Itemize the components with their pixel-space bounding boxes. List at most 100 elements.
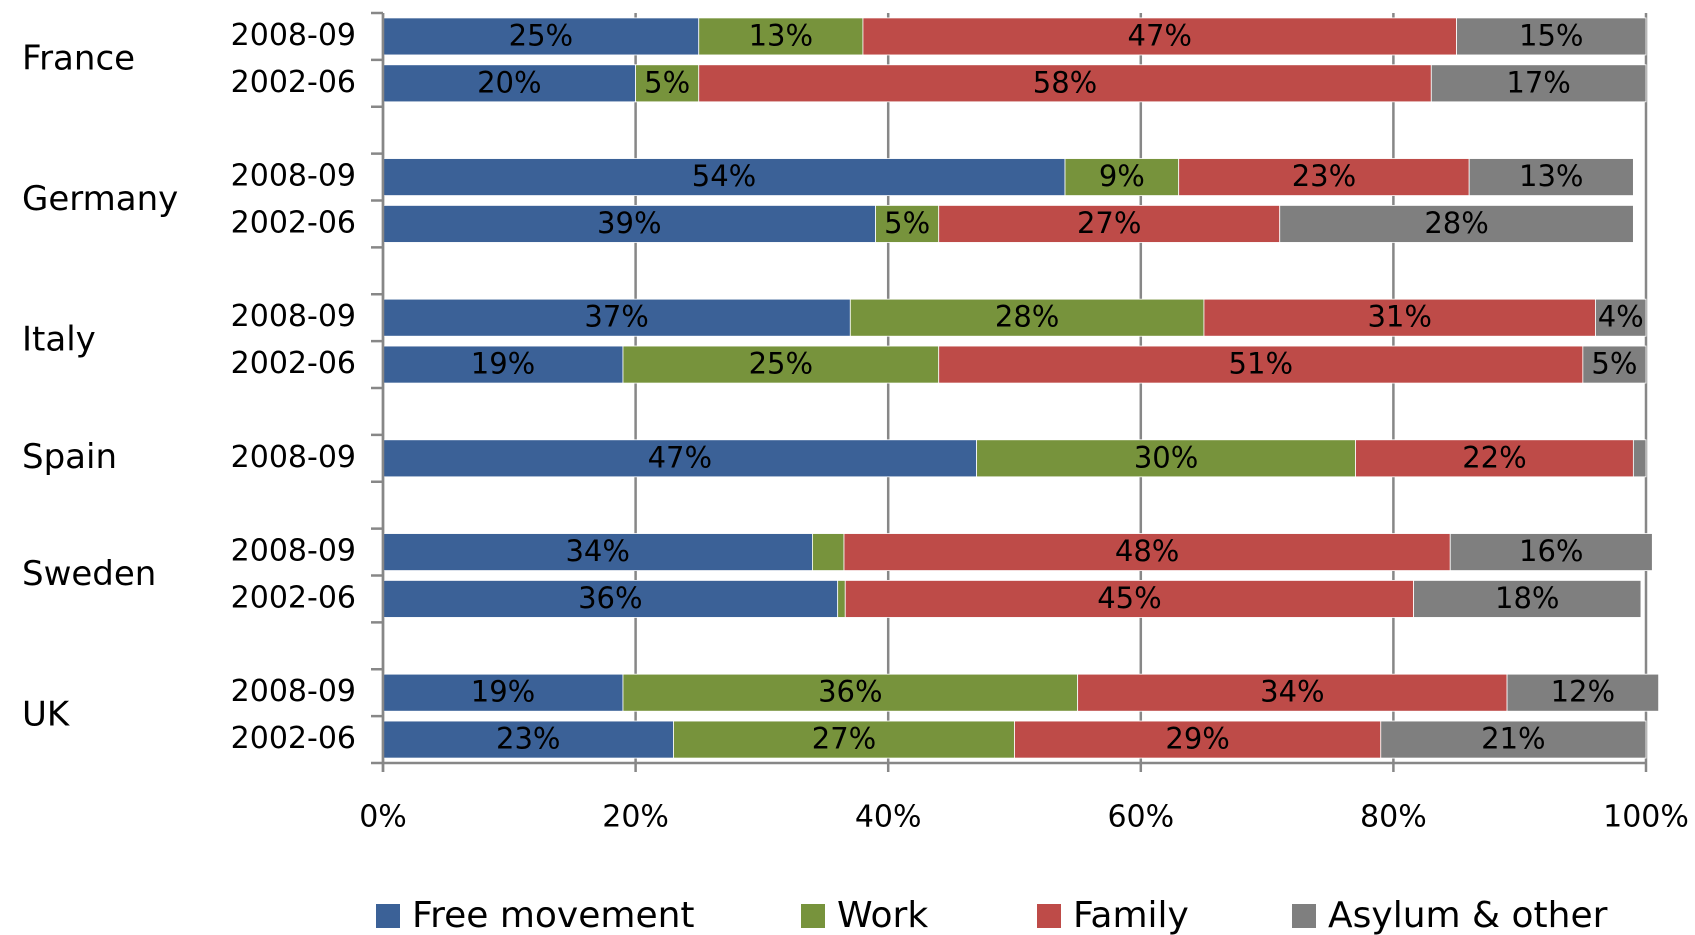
legend-label: Free movement	[412, 895, 695, 935]
data-label: 20%	[477, 65, 541, 99]
data-label: 47%	[1128, 18, 1192, 52]
bar-segment	[938, 345, 1584, 384]
bar-segment	[382, 720, 674, 759]
bar-segment	[837, 580, 846, 618]
row-label: 2008-09	[231, 299, 356, 334]
x-tick-label: 60%	[1107, 800, 1174, 835]
data-label: 5%	[1591, 347, 1637, 381]
group-label: Spain	[22, 437, 117, 477]
bar-segment	[1632, 439, 1647, 478]
bar-segment	[698, 64, 1432, 103]
data-label: 5%	[884, 206, 930, 240]
data-label: 19%	[471, 675, 535, 709]
data-label: 21%	[1481, 722, 1545, 756]
bar-segment	[1456, 17, 1647, 56]
bar-segment	[1506, 673, 1660, 712]
data-label: 22%	[1462, 440, 1526, 474]
bar-segment	[635, 64, 700, 103]
data-label: 13%	[749, 18, 813, 52]
x-tick-label: 80%	[1360, 800, 1427, 835]
bar-segment	[622, 673, 1079, 712]
data-label: 28%	[1424, 206, 1488, 240]
data-label: 48%	[1115, 534, 1179, 568]
legend-label: Family	[1073, 895, 1189, 935]
data-label: 58%	[1033, 65, 1097, 99]
data-label: 36%	[578, 581, 642, 615]
bar-segment	[844, 580, 1415, 618]
data-label: 25%	[509, 18, 573, 52]
bar-segment	[382, 298, 851, 337]
group-label: Germany	[22, 179, 178, 219]
data-label: 5%	[644, 65, 690, 99]
x-tick-label: 40%	[855, 800, 922, 835]
data-label: 25%	[749, 347, 813, 381]
row-label: 2002-06	[231, 346, 356, 381]
row-label: 2008-09	[231, 674, 356, 709]
bar-segment	[382, 205, 876, 243]
data-label: 19%	[471, 347, 535, 381]
bar-segment	[1413, 580, 1642, 618]
data-label: 39%	[597, 206, 661, 240]
bar-segment	[673, 720, 1015, 759]
x-tick-label: 20%	[602, 800, 669, 835]
bar-segment	[382, 580, 839, 618]
bar-segment	[1449, 533, 1653, 571]
group-label: France	[22, 38, 135, 78]
data-label: 9%	[1099, 159, 1145, 193]
row-label: 2002-06	[231, 721, 356, 756]
legend-label: Work	[837, 895, 928, 935]
bar-segment	[382, 158, 1066, 196]
bar-segment	[843, 533, 1451, 571]
bar-segment	[1430, 64, 1647, 103]
bar-segment	[382, 439, 978, 478]
group-label: Sweden	[22, 554, 156, 594]
data-label: 29%	[1165, 722, 1229, 756]
row-label: 2008-09	[231, 534, 356, 569]
legend-swatch	[801, 904, 825, 928]
data-label: 4%	[1598, 300, 1644, 334]
data-label: 13%	[1519, 159, 1583, 193]
bar-segment	[849, 298, 1205, 337]
bar-segment	[1355, 439, 1634, 478]
data-label: 47%	[648, 440, 712, 474]
data-label: 37%	[584, 300, 648, 334]
bar-segment	[1468, 158, 1634, 196]
row-label: 2008-09	[231, 440, 356, 475]
data-label: 54%	[692, 159, 756, 193]
data-label: 34%	[1260, 675, 1324, 709]
bar-segment	[1203, 298, 1596, 337]
legend-swatch	[376, 904, 400, 928]
bar-segment	[862, 17, 1457, 56]
legend-swatch	[1037, 904, 1061, 928]
data-label: 15%	[1519, 18, 1583, 52]
data-label: 28%	[995, 300, 1059, 334]
data-label: 34%	[565, 534, 629, 568]
bar-segment	[1064, 158, 1180, 196]
bar-segment	[875, 205, 940, 243]
legend-swatch	[1292, 904, 1316, 928]
bar-segment	[1380, 720, 1647, 759]
row-label: 2002-06	[231, 580, 356, 615]
group-label: Italy	[22, 320, 96, 360]
x-tick-label: 100%	[1603, 800, 1689, 835]
bar-segment	[1014, 720, 1382, 759]
row-label: 2002-06	[231, 205, 356, 240]
x-tick-label: 0%	[359, 800, 407, 835]
bar-segment	[382, 17, 700, 56]
data-label: 51%	[1229, 347, 1293, 381]
bar-segment	[698, 17, 864, 56]
group-label: UK	[22, 695, 71, 735]
row-label: 2008-09	[231, 159, 356, 194]
bar-segment	[1178, 158, 1470, 196]
bar-segment	[1279, 205, 1634, 243]
bar-segment	[1582, 345, 1647, 384]
bar-segment	[382, 64, 637, 103]
data-label: 31%	[1367, 300, 1431, 334]
data-label: 16%	[1519, 534, 1583, 568]
row-label: 2008-09	[231, 18, 356, 53]
data-label: 23%	[496, 722, 560, 756]
row-label: 2002-06	[231, 65, 356, 100]
legend-label: Asylum & other	[1328, 895, 1608, 935]
